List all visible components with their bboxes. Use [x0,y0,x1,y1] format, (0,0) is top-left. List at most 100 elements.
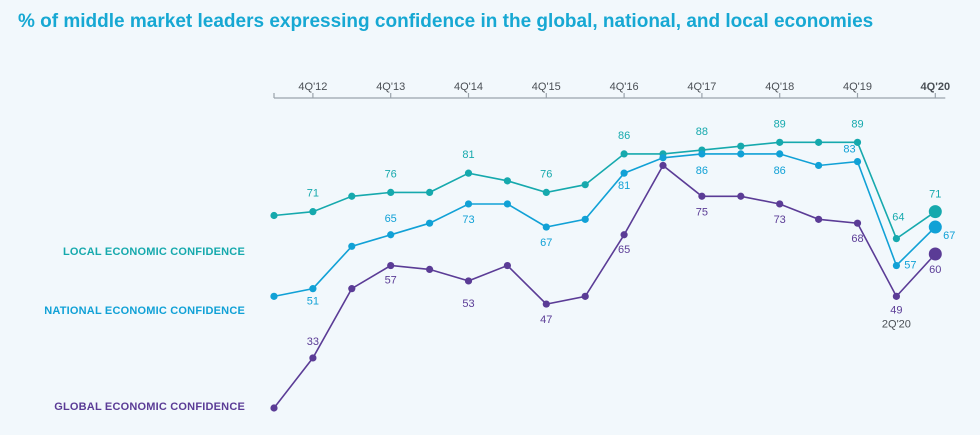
data-point [737,142,745,150]
data-point [581,181,589,189]
data-label: 51 [307,296,319,308]
data-label: 71 [307,188,319,200]
data-label: 57 [904,260,916,272]
data-point [737,150,745,158]
data-point [387,261,395,270]
series-2: 33 57 53 47 65 75 73 68 49 60 [270,161,942,412]
data-label: 57 [385,275,397,287]
data-point [892,235,901,243]
data-label: 67 [540,237,552,249]
data-point [815,161,823,170]
series-name-label: GLOBAL ECONOMIC CONFIDENCE [54,401,245,413]
series-0: 71 76 81 76 86 88 89 89 64 71 [270,118,942,243]
data-point [581,215,589,223]
data-label: 68 [851,233,863,245]
data-point [348,192,356,200]
data-point [698,192,706,200]
x-tick-label: 4Q'18 [765,81,794,93]
data-label: 64 [892,212,904,224]
data-point [853,138,862,146]
data-point [426,265,434,273]
data-point [928,247,942,261]
data-point [270,292,278,300]
data-label: 89 [851,118,863,130]
data-label: 76 [385,168,397,180]
data-point [387,188,395,196]
data-label: 76 [540,168,552,180]
data-point [737,192,745,200]
data-point [464,169,473,177]
series-group: 71 76 81 76 86 88 89 89 64 71 51 65 73 67 81 86 86 83 57 67… [270,118,955,412]
data-point [464,277,473,285]
series-labels: LOCAL ECONOMIC CONFIDENCE NATIONAL ECONOM… [44,246,245,413]
data-point [348,285,356,293]
chart-title: % of middle market leaders expressing co… [18,11,873,32]
data-label: 86 [774,165,786,177]
x-axis: 4Q'12 4Q'13 4Q'14 4Q'15 4Q'16 4Q'17 4Q'18 4Q'19… [273,81,951,330]
data-label: 47 [540,314,552,326]
x-tick-label: 4Q'19 [843,81,872,93]
data-label: 75 [696,206,708,218]
data-label: 71 [929,189,941,201]
data-label: 67 [943,230,955,242]
data-label: 65 [618,244,630,256]
data-point [853,158,862,166]
x-annotation: 2Q'20 [882,318,911,330]
data-point [776,150,784,158]
data-point [309,354,317,362]
data-label: 60 [929,264,941,276]
series-line [273,164,936,409]
data-label: 86 [696,165,708,177]
data-point [892,292,901,300]
data-label: 53 [462,298,474,310]
x-tick-label: 4Q'14 [454,81,483,93]
x-tick-label: 4Q'17 [687,81,716,93]
data-point [776,138,784,146]
data-point [928,220,942,234]
data-point [309,285,317,293]
x-tick-label: 4Q'13 [376,81,405,93]
data-label: 81 [618,180,630,192]
data-point [815,215,823,223]
data-label: 81 [462,149,474,161]
data-point [464,200,473,208]
data-label: 73 [774,214,786,226]
data-point [620,231,628,239]
data-label: 73 [462,214,474,226]
series-name-label: NATIONAL ECONOMIC CONFIDENCE [44,305,245,317]
data-label: 33 [307,336,319,348]
data-point [503,261,511,270]
data-label: 86 [618,130,630,142]
data-point [542,300,550,308]
x-tick-label: 4Q'20 [921,81,951,93]
data-label: 89 [774,118,786,130]
data-point [309,208,317,216]
data-point [503,200,511,208]
series-name-label: LOCAL ECONOMIC CONFIDENCE [63,246,245,258]
data-point [815,138,823,146]
data-point [776,200,784,208]
series-line [273,153,936,298]
data-label: 49 [890,304,902,316]
data-label: 88 [696,126,708,138]
data-point [659,154,667,162]
data-point [426,188,434,196]
data-point [270,404,278,412]
data-label: 83 [843,144,855,156]
data-point [620,169,628,177]
data-point [270,211,278,220]
series-line [273,141,936,240]
data-label: 65 [385,213,397,225]
data-point [348,242,356,250]
series-1: 51 65 73 67 81 86 86 83 57 67 [270,144,955,308]
data-point [928,205,942,219]
data-point [853,219,862,227]
x-tick-label: 4Q'16 [610,81,639,93]
data-point [698,150,706,158]
data-point [542,223,550,231]
data-point [387,231,395,239]
data-point [581,292,589,300]
x-tick-label: 4Q'15 [532,81,561,93]
